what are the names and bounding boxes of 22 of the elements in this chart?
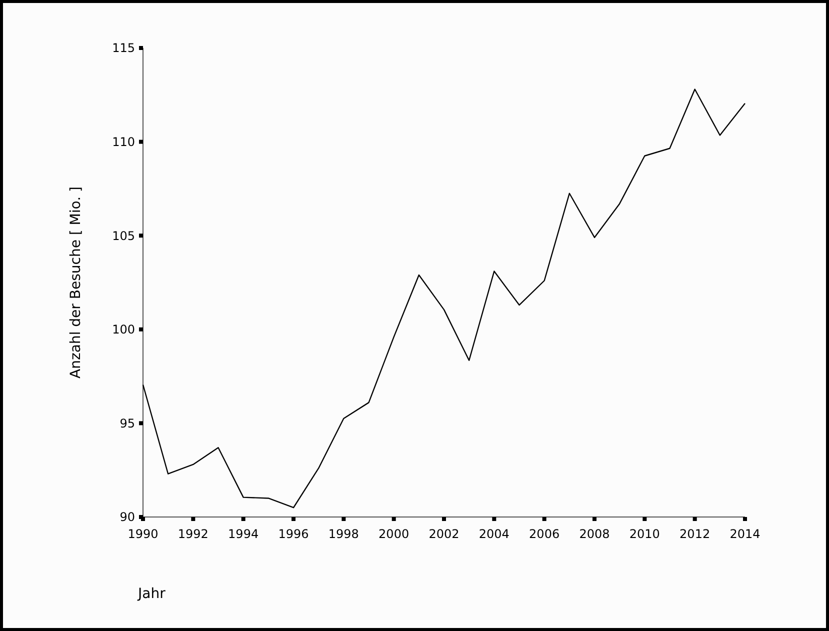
y-tick-label: 115 <box>112 41 135 56</box>
y-axis-title: Anzahl der Besuche [ Mio. ] <box>68 186 84 378</box>
x-tick-label: 2014 <box>730 527 760 541</box>
y-tick-label: 95 <box>120 416 135 430</box>
x-tick-label: 2010 <box>629 527 660 541</box>
x-tick-label: 2008 <box>579 527 610 541</box>
x-tick-label: 2006 <box>529 527 560 541</box>
x-tick-label: 2002 <box>428 527 460 541</box>
y-tick-label: 105 <box>112 228 135 243</box>
x-tick-label: 1996 <box>278 527 309 541</box>
x-tick-label: 2012 <box>680 527 710 541</box>
x-tick-label: 2004 <box>478 527 510 541</box>
x-tick-label: 1992 <box>178 527 208 541</box>
x-tick-label: 1998 <box>328 527 359 541</box>
x-tick-label: 2000 <box>378 527 410 541</box>
x-tick-label: 1994 <box>228 527 259 541</box>
x-axis-title: Jahr <box>137 586 166 602</box>
y-tick-label: 100 <box>112 322 135 337</box>
y-tick-label: 110 <box>112 135 135 149</box>
y-tick-label: 90 <box>120 510 135 524</box>
x-tick-label: 1990 <box>128 527 158 541</box>
line-series <box>142 88 746 508</box>
